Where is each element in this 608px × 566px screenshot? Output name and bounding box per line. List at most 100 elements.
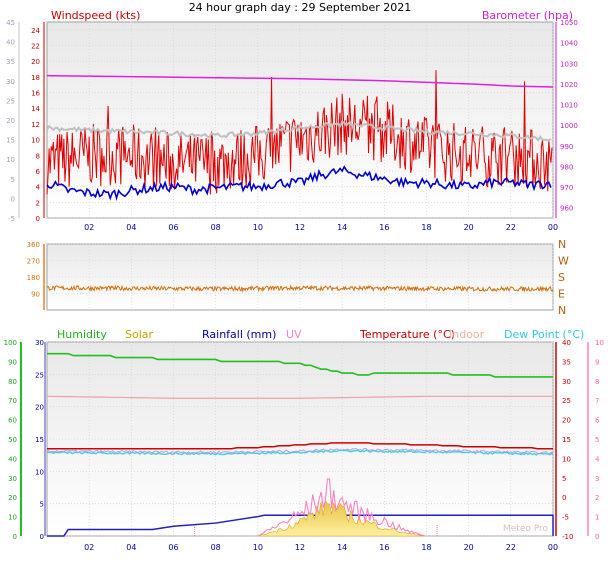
wind-outer-tick-label: 20: [6, 117, 15, 125]
rainfall-series-line: [47, 514, 554, 537]
wind-outer-tick-label: 5: [11, 176, 15, 184]
humidity-tick-label: 40: [8, 455, 17, 463]
wind-x-tick-label: 04: [126, 223, 136, 232]
temp-x-tick-label: 04: [126, 543, 136, 552]
wind-outer-tick-label: 10: [6, 156, 15, 164]
wind-x-tick-label: 22: [506, 223, 516, 232]
direction-panel-grid: [47, 243, 554, 310]
windspeed-tick-label: 8: [36, 152, 40, 160]
humidity-tick-label: 60: [8, 417, 17, 425]
temperature-tick-label: 20: [562, 417, 571, 425]
temperature-tick-label: -10: [562, 533, 573, 541]
uv-tick-label: 2: [595, 494, 599, 502]
temperature-tick-label: -5: [562, 514, 569, 522]
uv-tick-label: 9: [595, 358, 599, 366]
humidity-tick-label: 70: [8, 397, 17, 405]
barometer-tick-label: 1020: [560, 81, 578, 89]
uv-tick-label: 8: [595, 378, 599, 386]
barometer-tick-label: 1010: [560, 102, 578, 110]
temp-panel-axes: 0510152025300102030405060708090100-10-50…: [4, 339, 604, 552]
humidity-tick-label: 0: [13, 533, 17, 541]
temperature-tick-label: 10: [562, 455, 571, 463]
windspeed-tick-label: 18: [31, 74, 40, 82]
solar-area: [257, 499, 427, 537]
humidity-tick-label: 80: [8, 378, 17, 386]
wind-outer-tick-label: 45: [6, 19, 15, 27]
windspeed-tick-label: 22: [31, 43, 40, 51]
wind-x-tick-label: 18: [421, 223, 431, 232]
temp-x-tick-label: 08: [211, 543, 221, 552]
temperature-tick-label: 30: [562, 378, 571, 386]
uv-tick-label: 0: [595, 533, 599, 541]
direction-panel-series: [46, 284, 554, 293]
humidity-tick-label: 30: [8, 475, 17, 483]
uv-series-line: [257, 478, 425, 537]
wind-outer-tick-label: 35: [6, 58, 15, 66]
rainfall-tick-label: 10: [35, 468, 44, 476]
direction-tick-label: 90: [31, 291, 40, 299]
wind-gust-average-series-line: [46, 120, 552, 142]
windspeed-tick-label: 0: [36, 215, 40, 223]
legend-label: Solar: [125, 328, 154, 341]
barometer-tick-label: 1050: [560, 19, 578, 27]
temp-x-tick-label: 02: [84, 543, 94, 552]
indoor-series-line: [46, 395, 553, 399]
uv-tick-label: 1: [595, 514, 599, 522]
rainfall-tick-label: 20: [35, 404, 44, 412]
uv-tick-label: 5: [595, 436, 599, 444]
wind-x-tick-label: 00: [548, 223, 558, 232]
barometer-axis-title: Barometer (hpa): [482, 9, 573, 22]
temp-x-tick-label: 12: [295, 543, 305, 552]
temp-x-tick-label: 10: [253, 543, 263, 552]
temp-x-tick-label: 16: [379, 543, 389, 552]
compass-label: N: [558, 304, 566, 317]
windspeed-tick-label: 12: [31, 121, 40, 129]
barometer-tick-label: 980: [560, 163, 573, 171]
barometer-tick-label: 970: [560, 184, 573, 192]
wind-outer-tick-label: -5: [8, 215, 15, 223]
barometer-tick-label: 1030: [560, 60, 578, 68]
temp-panel-series: [46, 352, 554, 537]
temp-x-tick-label: 22: [506, 543, 516, 552]
legend-label: Rainfall (mm): [202, 328, 276, 341]
wind-outer-tick-label: 0: [11, 195, 15, 203]
direction-tick-label: 270: [27, 258, 40, 266]
temp-x-tick-label: 00: [548, 543, 558, 552]
humidity-tick-label: 50: [8, 436, 17, 444]
uv-tick-label: 3: [595, 475, 599, 483]
windspeed-tick-label: 16: [31, 90, 40, 98]
windspeed-tick-label: 10: [31, 137, 40, 145]
uv-tick-label: 4: [595, 455, 600, 463]
wind-x-tick-label: 20: [464, 223, 474, 232]
compass-label: N: [558, 238, 566, 251]
humidity-tick-label: 10: [8, 514, 17, 522]
wind-outer-tick-label: 25: [6, 97, 15, 105]
rainfall-tick-label: 0: [40, 533, 44, 541]
barometer-tick-label: 1040: [560, 40, 578, 48]
temperature-tick-label: 35: [562, 358, 571, 366]
watermark: Meteo Pro: [503, 524, 549, 534]
wind-outer-tick-label: 15: [6, 137, 15, 145]
wind-outer-tick-label: 40: [6, 39, 15, 47]
wind-x-tick-label: 14: [337, 223, 347, 232]
legend-label: Humidity: [57, 328, 107, 341]
legend-label: Indoor: [449, 328, 485, 341]
wind-panel-grid: [47, 22, 554, 219]
temp-x-tick-label: 06: [168, 543, 178, 552]
humidity-tick-label: 100: [4, 339, 17, 347]
rainfall-tick-label: 25: [35, 371, 44, 379]
wind-direction-series-line: [46, 284, 554, 293]
uv-tick-label: 10: [595, 339, 604, 347]
wind-outer-tick-label: 30: [6, 78, 15, 86]
wind-x-tick-label: 12: [295, 223, 305, 232]
wind-x-tick-label: 06: [168, 223, 178, 232]
dewpoint-secondary-series-line: [46, 447, 554, 455]
direction-tick-label: 180: [27, 274, 40, 282]
compass-label: W: [558, 255, 569, 268]
humidity-tick-label: 20: [8, 494, 17, 502]
temp-x-tick-label: 18: [421, 543, 431, 552]
temp-x-tick-label: 20: [464, 543, 474, 552]
windspeed-tick-label: 6: [36, 168, 41, 176]
